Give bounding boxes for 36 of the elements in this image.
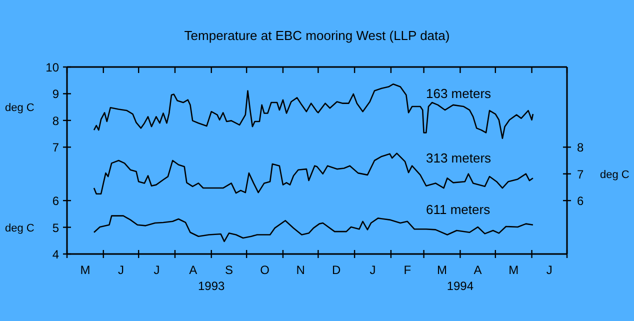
text: O	[260, 263, 270, 277]
y2-tick-label: 6	[577, 194, 584, 208]
y3-tick-label: 5	[52, 220, 60, 235]
y-tick-label: 8	[52, 114, 60, 128]
y2-tick-label: 8	[577, 140, 584, 155]
chart-title: Temperature at EBC mooring West (LLP data)	[184, 28, 450, 43]
y-tick-label: 9	[52, 87, 60, 102]
x-tick-label: 1993	[198, 279, 226, 293]
text: J	[118, 263, 124, 277]
x-tick-label: 1994	[446, 279, 474, 293]
series-label: 313 meters	[426, 150, 492, 166]
text: J	[546, 263, 552, 277]
y3-tick-label: 4	[52, 248, 60, 262]
text: N	[296, 263, 305, 277]
text: J	[370, 263, 376, 277]
y3-tick-label: 6	[52, 194, 60, 208]
y2-axis-title: deg C	[600, 168, 630, 181]
text: S	[224, 263, 233, 277]
y3-axis-title: deg C	[5, 222, 34, 234]
line-series	[93, 152, 534, 195]
text: A	[474, 263, 482, 277]
line-series	[93, 83, 534, 139]
text: A	[189, 263, 198, 277]
text: M	[437, 263, 447, 277]
text: F	[404, 263, 412, 277]
text: J	[154, 263, 160, 277]
text: M	[80, 263, 90, 277]
y2-tick-label: 7	[577, 167, 584, 182]
y-tick-label: 10	[46, 60, 60, 74]
series-label: 611 meters	[426, 202, 491, 217]
y-axis-title: deg C	[5, 102, 34, 114]
legend-label: 163 meters	[426, 86, 492, 101]
text: M	[508, 263, 519, 277]
y-tick-label: 7	[52, 140, 60, 155]
line-series	[93, 215, 534, 242]
text: D	[332, 263, 342, 277]
